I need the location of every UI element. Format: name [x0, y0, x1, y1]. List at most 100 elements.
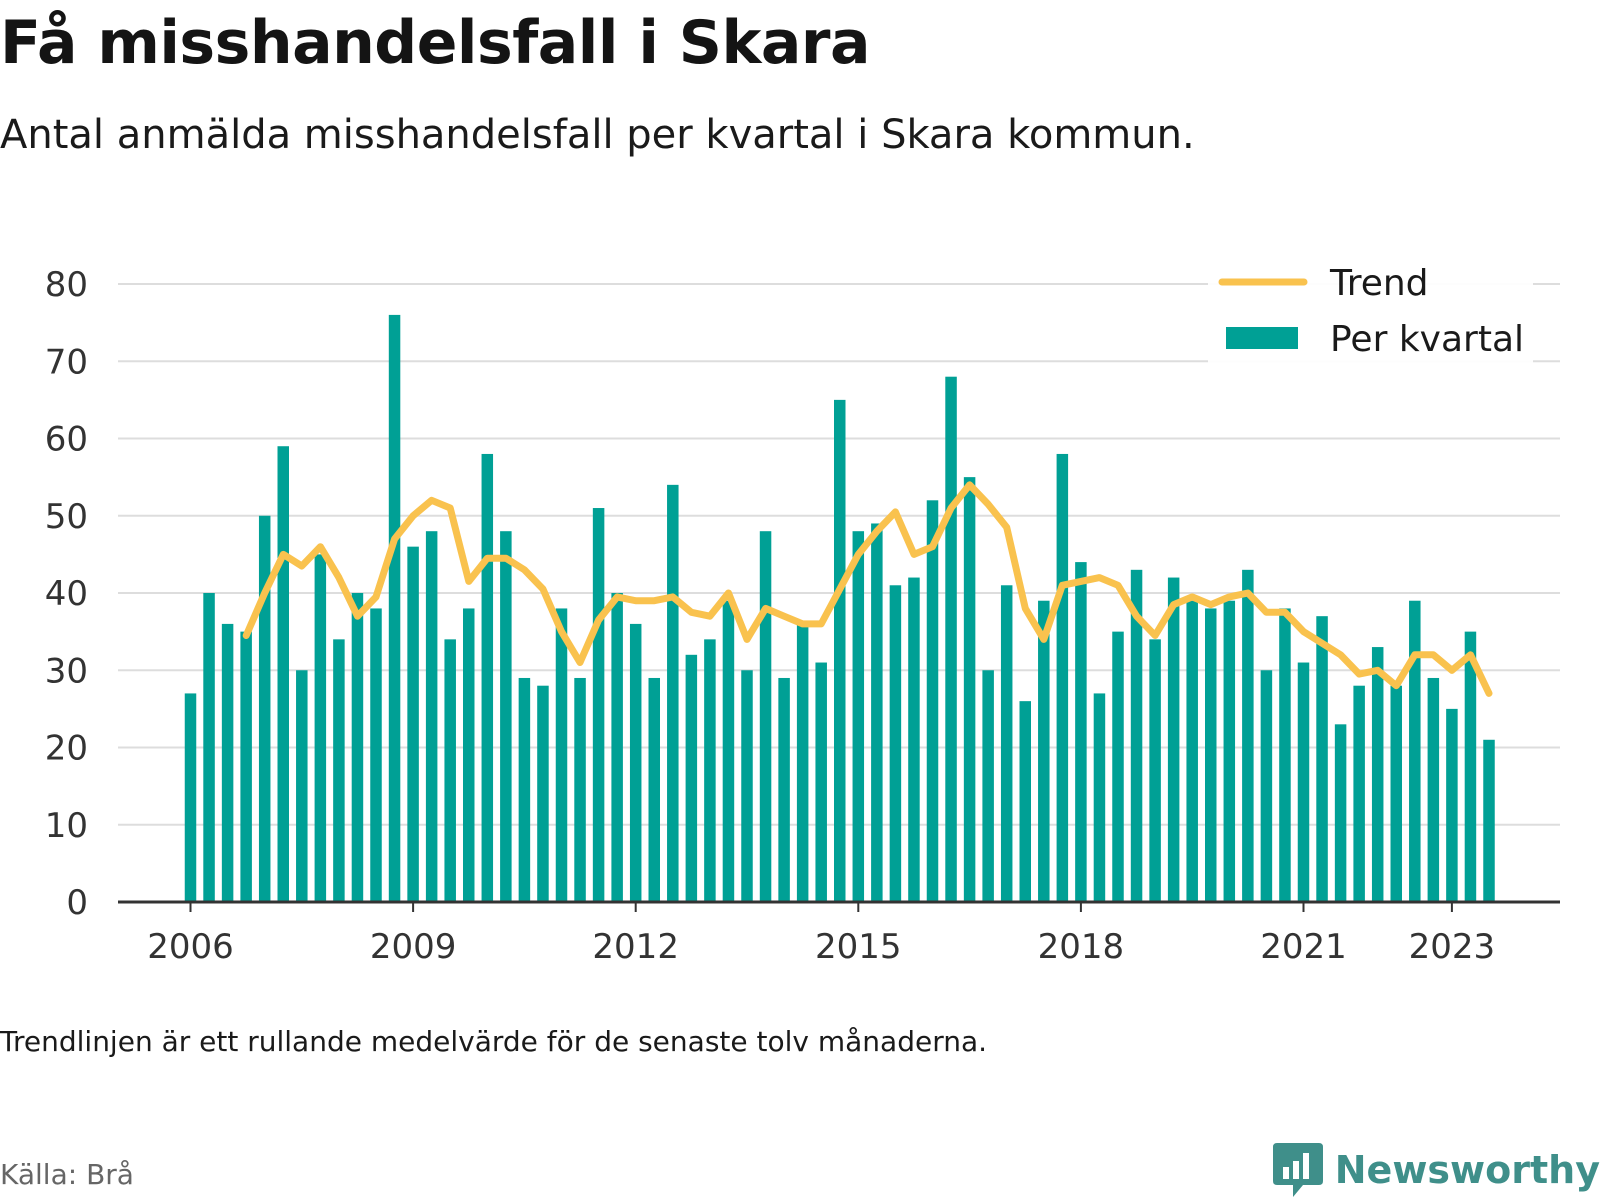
- bar-2009Q3: [444, 639, 456, 902]
- bar-2008Q3: [370, 608, 382, 902]
- bar-2012Q2: [648, 677, 660, 902]
- bar-2012Q1: [629, 623, 642, 902]
- bar-2018Q1: [1075, 562, 1087, 902]
- bar-2015Q4: [908, 577, 920, 902]
- bar-series-per-kvartal: [184, 314, 1495, 902]
- x-tick-label: 2021: [1260, 927, 1347, 967]
- newsworthy-wordmark: Newsworthy: [1334, 1148, 1600, 1192]
- bar-2009Q1: [407, 546, 419, 902]
- bar-2011Q4: [611, 593, 623, 902]
- bar-2016Q2: [945, 376, 957, 902]
- bar-2023Q3: [1483, 739, 1495, 902]
- legend-trend-label: Trend: [1329, 263, 1429, 304]
- y-tick-label: 60: [45, 420, 88, 460]
- x-tick-label: 2012: [592, 927, 679, 967]
- bar-2016Q1: [926, 500, 939, 902]
- legend: Trend Per kvartal: [1208, 262, 1533, 380]
- x-tick-label: 2006: [147, 927, 234, 967]
- y-tick-label: 40: [45, 574, 88, 614]
- bar-2006Q3: [221, 623, 234, 902]
- bar-2016Q4: [982, 670, 994, 902]
- bar-2015Q2: [871, 523, 883, 902]
- bar-2023Q1: [1446, 708, 1458, 902]
- bar-2011Q3: [592, 508, 605, 902]
- bar-2015Q1: [852, 531, 865, 902]
- y-tick-label: 80: [45, 265, 88, 305]
- bar-2021Q2: [1316, 616, 1328, 902]
- y-tick-label: 20: [45, 729, 88, 769]
- source-label: Källa: Brå: [0, 1158, 134, 1191]
- x-tick-label: 2009: [370, 927, 457, 967]
- bar-2010Q2: [500, 531, 512, 902]
- bar-2017Q1: [1000, 585, 1013, 902]
- bar-2015Q3: [889, 585, 902, 902]
- bar-2019Q4: [1205, 608, 1217, 902]
- y-tick-label: 70: [45, 342, 88, 382]
- bar-2022Q4: [1427, 677, 1440, 902]
- bar-2012Q3: [667, 484, 679, 902]
- trend-note: Trendlinjen är ett rullande medelvärde f…: [0, 1025, 988, 1058]
- bar-2018Q2: [1093, 693, 1106, 902]
- bar-2008Q4: [388, 314, 401, 902]
- bar-2019Q1: [1149, 639, 1161, 902]
- bar-2022Q1: [1371, 647, 1384, 902]
- y-tick-label: 50: [45, 497, 88, 537]
- bar-2017Q3: [1038, 600, 1050, 902]
- bar-2016Q3: [963, 477, 976, 902]
- bar-2020Q4: [1279, 608, 1291, 902]
- y-tick-label: 0: [66, 883, 88, 923]
- bar-2010Q4: [537, 685, 549, 902]
- bar-2013Q2: [722, 600, 735, 902]
- bar-2013Q4: [759, 531, 772, 902]
- bar-2010Q3: [518, 677, 531, 902]
- bar-2020Q3: [1260, 670, 1273, 902]
- bar-2014Q2: [796, 623, 809, 902]
- bar-2008Q2: [351, 593, 364, 902]
- y-axis-ticks: 0 10 20 30 40 50 60 70 80: [45, 265, 88, 923]
- bar-2022Q2: [1390, 685, 1402, 902]
- bar-2013Q3: [741, 670, 753, 902]
- bar-2014Q4: [834, 399, 846, 902]
- bar-2009Q2: [425, 531, 438, 902]
- bar-2011Q1: [555, 608, 568, 902]
- bar-2012Q4: [685, 654, 698, 902]
- line-series-trend: [242, 481, 1493, 697]
- x-axis: 2006 2009 2012 2015 2018 2021 2023: [118, 900, 1560, 967]
- bar-2007Q2: [277, 446, 289, 902]
- x-tick-label: 2018: [1038, 927, 1125, 967]
- newsworthy-chat-chart-icon: [1272, 1143, 1323, 1197]
- bar-2014Q1: [778, 677, 790, 902]
- bar-2017Q4: [1056, 453, 1069, 902]
- bar-2018Q3: [1112, 631, 1124, 902]
- bar-2019Q3: [1186, 600, 1198, 902]
- y-tick-label: 10: [45, 806, 88, 846]
- bar-2020Q2: [1242, 569, 1254, 902]
- bar-2007Q3: [296, 670, 308, 902]
- bar-2023Q2: [1464, 631, 1477, 902]
- bar-2008Q1: [333, 639, 345, 902]
- bar-2019Q2: [1167, 577, 1180, 902]
- bar-2013Q1: [704, 639, 716, 902]
- bar-2006Q2: [203, 593, 215, 902]
- bar-2017Q2: [1019, 701, 1031, 902]
- bar-2011Q2: [574, 677, 586, 902]
- bar-2006Q4: [240, 631, 252, 902]
- bar-2006Q1: [184, 693, 197, 902]
- bar-2021Q3: [1334, 724, 1347, 902]
- bar-line-chart: 0 10 20 30 40 50 60 70 80 2006 2009 2012 2015 2018 20…: [45, 262, 1560, 967]
- legend-bar-label: Per kvartal: [1330, 319, 1524, 360]
- newsworthy-logo: Newsworthy: [1271, 1140, 1600, 1200]
- legend-bar-swatch: [1226, 327, 1298, 349]
- trend-line: [242, 481, 1493, 697]
- bar-2007Q1: [258, 515, 271, 902]
- x-tick-label: 2015: [815, 927, 902, 967]
- bar-2009Q4: [463, 608, 475, 902]
- bar-2022Q3: [1409, 600, 1421, 902]
- bar-2021Q4: [1353, 685, 1365, 902]
- bar-2010Q1: [481, 453, 494, 902]
- chart-subtitle: Antal anmälda misshandelsfall per kvarta…: [0, 112, 1195, 158]
- chart-title: Få misshandelsfall i Skara: [0, 8, 870, 78]
- bar-2020Q1: [1223, 600, 1236, 902]
- y-tick-label: 30: [45, 651, 88, 691]
- bar-2021Q1: [1297, 662, 1310, 902]
